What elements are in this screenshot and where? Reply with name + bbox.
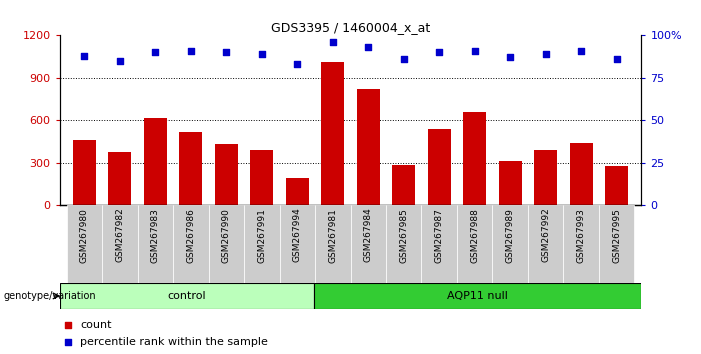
Text: GSM267985: GSM267985: [399, 208, 408, 263]
Point: [505, 55, 516, 60]
Text: GSM267984: GSM267984: [364, 208, 373, 262]
Point: [256, 51, 267, 57]
Bar: [286, 178, 309, 205]
Text: control: control: [168, 291, 206, 301]
Bar: [386, 205, 421, 283]
Point: [185, 48, 196, 53]
Bar: [605, 166, 628, 205]
Bar: [60, 283, 314, 309]
Bar: [215, 144, 238, 205]
Bar: [314, 283, 641, 309]
Text: count: count: [80, 320, 111, 330]
Bar: [315, 205, 350, 283]
Bar: [570, 143, 592, 205]
Bar: [457, 205, 492, 283]
Text: GSM267991: GSM267991: [257, 208, 266, 263]
Bar: [534, 150, 557, 205]
Point: [114, 58, 125, 64]
Text: GSM267981: GSM267981: [328, 208, 337, 263]
Bar: [280, 205, 315, 283]
Point: [79, 53, 90, 59]
Bar: [137, 205, 173, 283]
Bar: [392, 165, 415, 205]
Text: GSM267980: GSM267980: [80, 208, 89, 263]
Bar: [179, 132, 203, 205]
Text: AQP11 null: AQP11 null: [447, 291, 508, 301]
Point: [434, 50, 445, 55]
Point: [540, 51, 551, 57]
Bar: [428, 129, 451, 205]
Text: GSM267993: GSM267993: [577, 208, 585, 263]
Bar: [250, 150, 273, 205]
Bar: [463, 112, 486, 205]
Point: [327, 39, 339, 45]
Point: [292, 62, 303, 67]
Point: [576, 48, 587, 53]
Point: [611, 56, 622, 62]
Text: percentile rank within the sample: percentile rank within the sample: [80, 337, 268, 347]
Text: GSM267994: GSM267994: [293, 208, 302, 262]
Text: GSM267982: GSM267982: [116, 208, 124, 262]
Bar: [102, 205, 137, 283]
Point: [150, 50, 161, 55]
Point: [221, 50, 232, 55]
Bar: [209, 205, 244, 283]
Bar: [357, 89, 380, 205]
Text: GSM267990: GSM267990: [222, 208, 231, 263]
Bar: [350, 205, 386, 283]
Bar: [528, 205, 564, 283]
Title: GDS3395 / 1460004_x_at: GDS3395 / 1460004_x_at: [271, 21, 430, 34]
Text: GSM267989: GSM267989: [505, 208, 515, 263]
Point: [362, 45, 374, 50]
Point: [62, 322, 74, 327]
Text: GSM267983: GSM267983: [151, 208, 160, 263]
Bar: [421, 205, 457, 283]
Bar: [321, 62, 344, 205]
Bar: [144, 118, 167, 205]
Point: [398, 56, 409, 62]
Text: GSM267995: GSM267995: [612, 208, 621, 263]
Point: [62, 339, 74, 345]
Text: genotype/variation: genotype/variation: [4, 291, 96, 301]
Bar: [173, 205, 209, 283]
Bar: [244, 205, 280, 283]
Point: [469, 48, 480, 53]
Text: GSM267988: GSM267988: [470, 208, 479, 263]
Bar: [109, 152, 131, 205]
Bar: [599, 205, 634, 283]
Bar: [492, 205, 528, 283]
Bar: [498, 161, 522, 205]
Bar: [73, 140, 96, 205]
Text: GSM267986: GSM267986: [186, 208, 196, 263]
Text: GSM267992: GSM267992: [541, 208, 550, 262]
Text: GSM267987: GSM267987: [435, 208, 444, 263]
Bar: [564, 205, 599, 283]
Bar: [67, 205, 102, 283]
